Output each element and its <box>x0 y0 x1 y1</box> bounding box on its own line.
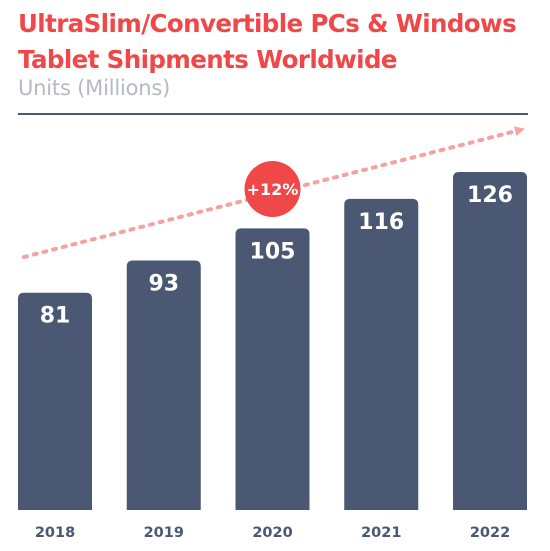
x-tick-2019: 2019 <box>144 525 184 541</box>
bar-2021 <box>344 198 419 511</box>
chart-title: UltraSlim/Convertible PCs & Windows Tabl… <box>18 6 543 78</box>
chart-title-line-2: Tablet Shipments Worldwide <box>18 45 398 74</box>
bar-2019 <box>126 260 201 510</box>
labels-layer: 81 2018 93 2019 105 2020 116 2021 126 2022 <box>35 183 513 541</box>
bar-2018 <box>18 292 92 510</box>
chart-subtitle: Units (Millions) <box>18 76 171 100</box>
data-label-2022: 126 <box>467 183 513 208</box>
bars-layer <box>18 172 527 511</box>
data-label-2018: 81 <box>40 304 71 329</box>
x-tick-2018: 2018 <box>35 525 75 541</box>
data-label-2020: 105 <box>250 239 296 264</box>
x-tick-2022: 2022 <box>470 525 510 541</box>
data-label-2021: 116 <box>358 210 404 235</box>
data-label-2019: 93 <box>148 272 179 297</box>
bar-2020 <box>235 228 310 511</box>
growth-badge-label: +12% <box>247 180 299 199</box>
bar-2022 <box>453 172 527 510</box>
chart-title-line-1: UltraSlim/Convertible PCs & Windows <box>18 9 517 38</box>
x-tick-2020: 2020 <box>252 525 292 541</box>
x-tick-2021: 2021 <box>361 525 401 541</box>
growth-badge <box>244 161 301 217</box>
title-divider <box>18 113 528 115</box>
annotation-layer: +12% <box>22 126 525 259</box>
